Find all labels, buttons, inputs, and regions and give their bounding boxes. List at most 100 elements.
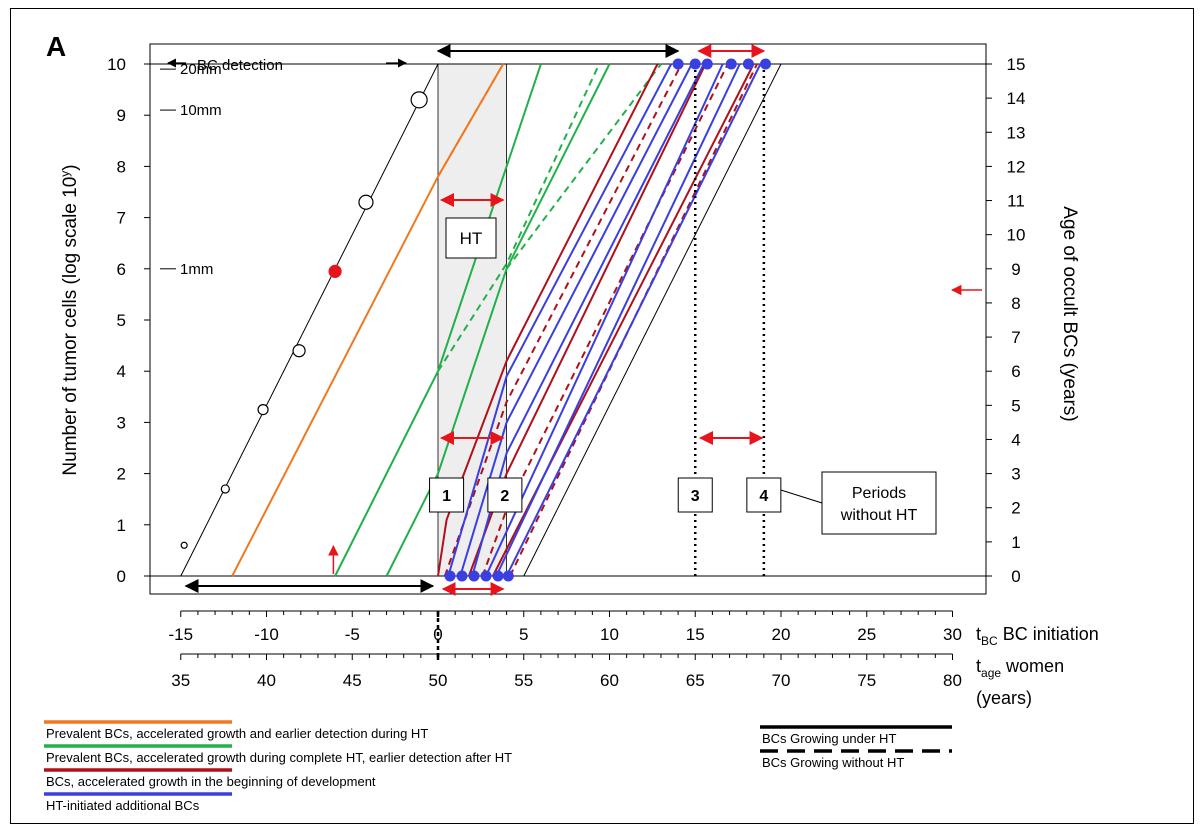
left-tick-label-10: 10 xyxy=(107,55,126,74)
x-axis-initiation-title: tBC BC initiation xyxy=(976,624,1099,648)
series-3-line-5 xyxy=(509,63,758,577)
numbered-boxes: 1 2 3 4 xyxy=(429,477,823,513)
x-age-label-8: 75 xyxy=(857,671,876,690)
x-initiation-label-8: 25 xyxy=(857,625,876,644)
series-4-line-5 xyxy=(505,63,762,577)
series-0-line-1 xyxy=(523,63,782,577)
style-legend-label-1: BCs Growing without HT xyxy=(762,755,904,770)
right-tick-label-10: 10 xyxy=(1007,226,1026,245)
detection-dot-top-2 xyxy=(701,58,713,70)
x-age-label-6: 65 xyxy=(686,671,705,690)
figure-frame xyxy=(10,8,1194,824)
left-tick-label-5: 5 xyxy=(117,311,126,330)
axes: 012345678910012345678910111213141520mm10… xyxy=(107,55,1025,690)
x-age-label-1: 40 xyxy=(257,671,276,690)
growth-circle-3 xyxy=(292,344,306,358)
x-axis-age-units: (years) xyxy=(976,688,1032,708)
right-tick-label-0: 0 xyxy=(1011,567,1020,586)
detection-dot-top-5 xyxy=(760,58,772,70)
left-tick-label-6: 6 xyxy=(117,260,126,279)
detection-dot-top-3 xyxy=(725,58,737,70)
x-initiation-label-2: -5 xyxy=(345,625,360,644)
growth-circle-5 xyxy=(358,194,374,210)
growth-circle-1 xyxy=(220,484,230,494)
right-axis-title: Age of occult BCs (years) xyxy=(1059,206,1080,421)
size-marker-label-2: 1mm xyxy=(180,261,213,278)
legend-label-2: BCs, accelerated growth in the beginning… xyxy=(46,774,376,789)
size-marker-label-0: 20mm xyxy=(180,61,222,78)
numbered-box-1: 1 xyxy=(429,477,465,513)
periods-box: Periods without HT xyxy=(821,471,937,535)
left-tick-label-8: 8 xyxy=(117,157,126,176)
detection-dot-bottom-1 xyxy=(456,570,468,582)
panel-label: A xyxy=(46,31,66,62)
x-initiation-label-7: 20 xyxy=(772,625,791,644)
right-tick-label-5: 5 xyxy=(1011,396,1020,415)
x-age-label-0: 35 xyxy=(171,671,190,690)
right-tick-label-1: 1 xyxy=(1011,533,1020,552)
box4-connector xyxy=(780,489,823,504)
series-2-line-2 xyxy=(385,63,611,577)
x-age-label-4: 55 xyxy=(514,671,533,690)
legend-label-0: Prevalent BCs, accelerated growth and ea… xyxy=(46,726,428,741)
growth-circle-4 xyxy=(328,264,342,278)
detection-dot-top-4 xyxy=(742,58,754,70)
growth-circle-6 xyxy=(410,91,428,109)
right-tick-label-13: 13 xyxy=(1007,123,1026,142)
right-tick-label-9: 9 xyxy=(1011,260,1020,279)
detection-dot-bottom-0 xyxy=(444,570,456,582)
numbered-box-rect-2 xyxy=(487,477,523,513)
right-tick-label-15: 15 xyxy=(1007,55,1026,74)
y-axis-title: Number of tumor cells (log scale 10y) xyxy=(58,164,81,475)
series-4-line-3 xyxy=(485,63,724,577)
right-tick-label-2: 2 xyxy=(1011,499,1020,518)
left-tick-label-4: 4 xyxy=(117,362,126,381)
detection-dot-bottom-2 xyxy=(468,570,480,582)
series-1-line-1 xyxy=(437,63,505,178)
legend-label-1: Prevalent BCs, accelerated growth during… xyxy=(46,750,512,765)
numbered-box-rect-1 xyxy=(429,477,465,513)
line-style-legend: BCs Growing under HT BCs Growing without … xyxy=(760,725,952,770)
x-age-label-9: 80 xyxy=(943,671,962,690)
left-tick-label-3: 3 xyxy=(117,413,126,432)
bc-detection-label: BC detection xyxy=(197,57,283,74)
periods-label-line2: without HT xyxy=(840,507,918,524)
reference-growth-curve xyxy=(180,91,428,549)
left-tick-label-2: 2 xyxy=(117,465,126,484)
ht-label: HT xyxy=(460,229,483,248)
x-initiation-label-6: 15 xyxy=(686,625,705,644)
detection-dot-bottom-4 xyxy=(492,570,504,582)
x-age-label-3: 50 xyxy=(429,671,448,690)
x-axis-age-title: tage women xyxy=(976,656,1064,680)
series-4-line-2 xyxy=(471,63,705,577)
x-age-label-5: 60 xyxy=(600,671,619,690)
numbered-box-label-2: 2 xyxy=(500,488,509,505)
color-legend: Prevalent BCs, accelerated growth and ea… xyxy=(44,720,512,813)
numbered-box-label-4: 4 xyxy=(759,488,768,505)
size-marker-label-1: 10mm xyxy=(180,102,222,119)
x-initiation-label-4: 5 xyxy=(519,625,528,644)
numbered-box-4: 4 xyxy=(746,477,782,513)
series-4-line-1 xyxy=(459,63,693,577)
right-tick-label-7: 7 xyxy=(1011,328,1020,347)
detection-dot-top-0 xyxy=(672,58,684,70)
detection-dot-top-1 xyxy=(689,58,701,70)
detection-dot-bottom-3 xyxy=(480,570,492,582)
x-initiation-label-1: -10 xyxy=(254,625,279,644)
left-tick-label-7: 7 xyxy=(117,209,126,228)
legend-label-3: HT-initiated additional BCs xyxy=(46,798,200,813)
x-age-label-2: 45 xyxy=(343,671,362,690)
numbered-box-2: 2 xyxy=(487,477,523,513)
x-age-label-7: 70 xyxy=(772,671,791,690)
numbered-box-label-1: 1 xyxy=(442,488,451,505)
series-2-line-3 xyxy=(505,63,662,270)
growth-circle-2 xyxy=(257,404,269,416)
x-initiation-label-0: -15 xyxy=(168,625,193,644)
x-initiation-label-5: 10 xyxy=(600,625,619,644)
series-4-line-4 xyxy=(495,63,741,577)
series-2-line-0 xyxy=(334,63,542,577)
numbered-box-rect-3 xyxy=(677,477,713,513)
detection-markers xyxy=(444,58,772,582)
numbered-box-label-3: 3 xyxy=(691,488,700,505)
